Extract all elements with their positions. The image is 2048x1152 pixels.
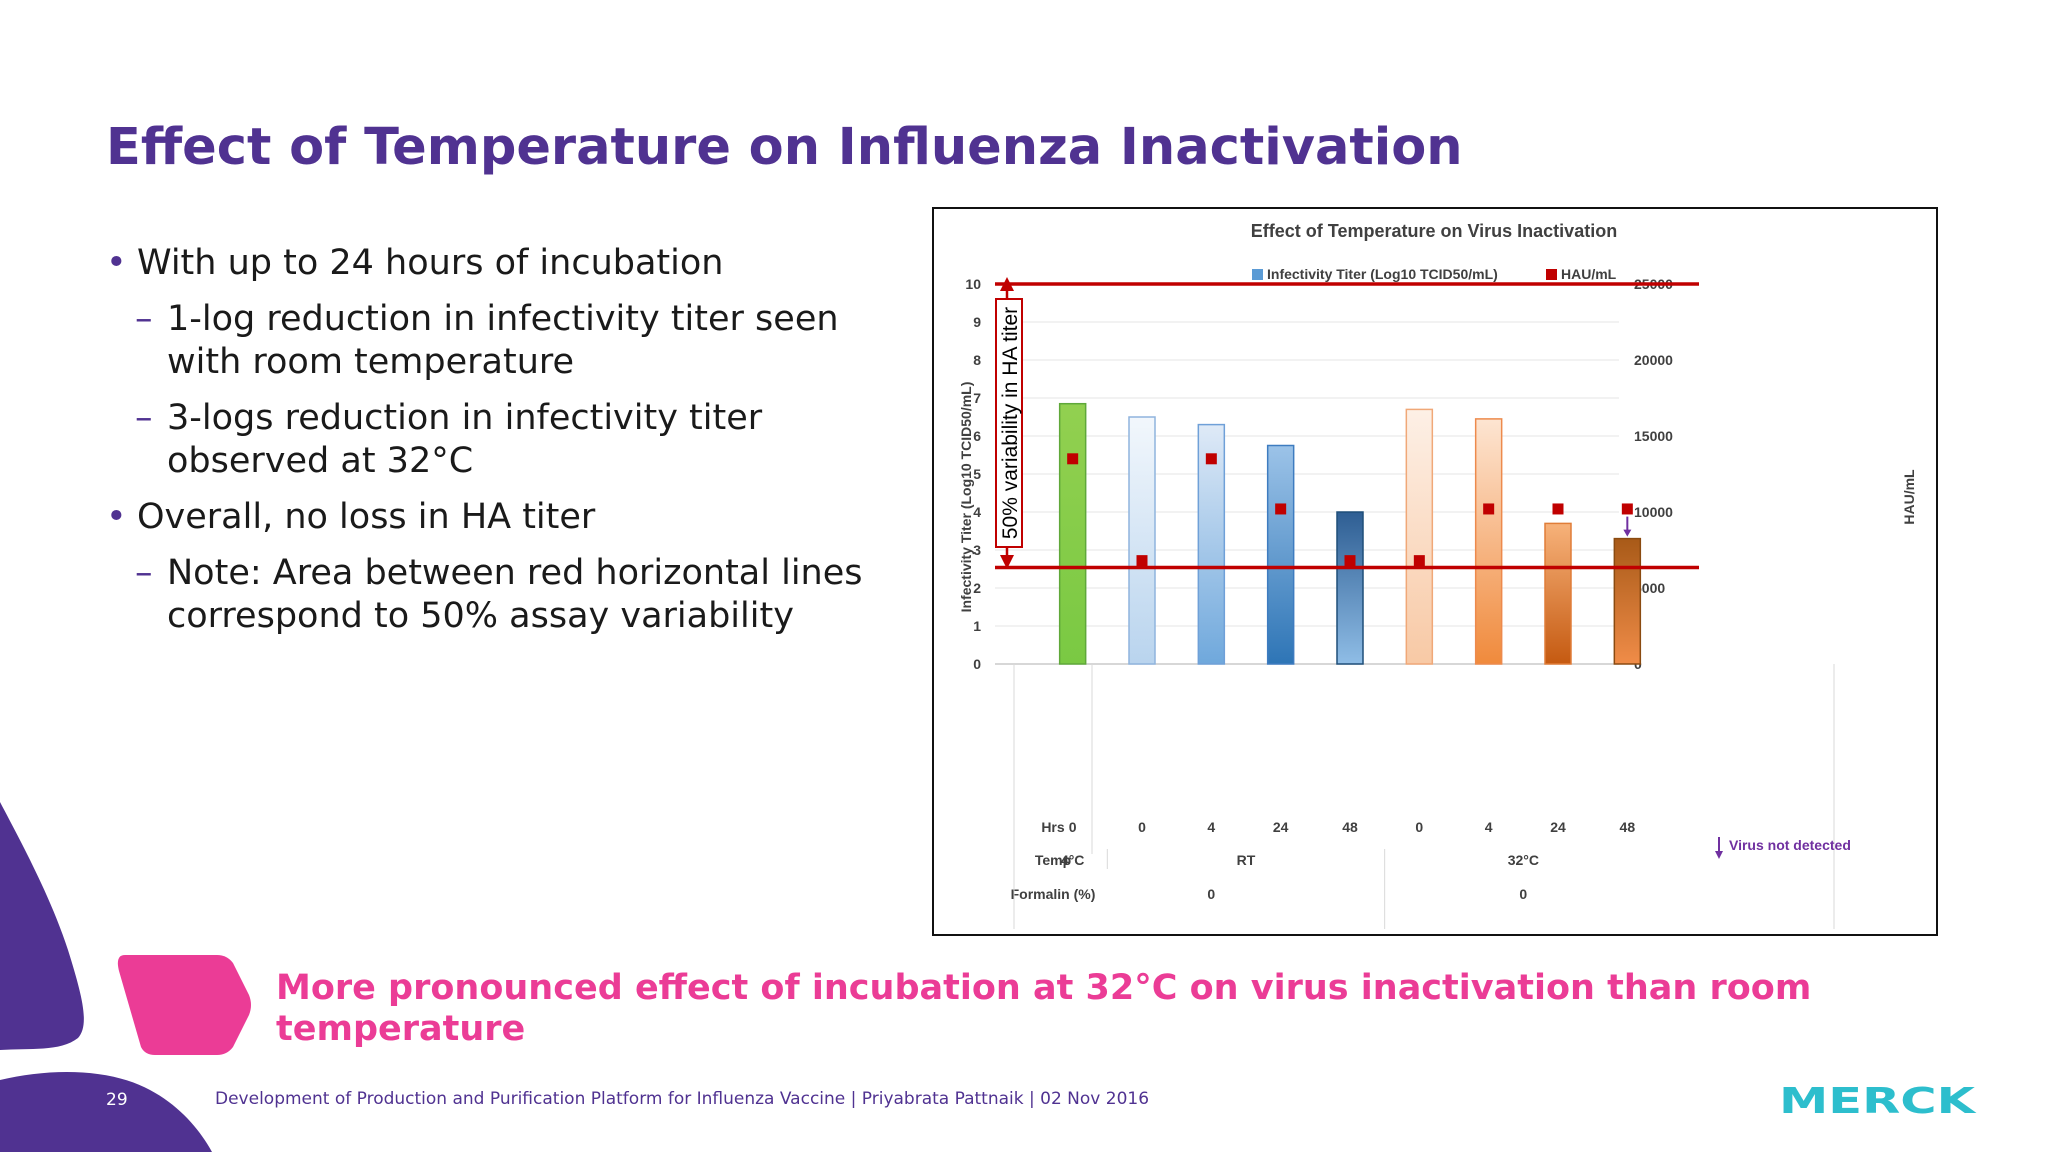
chart-title: Effect of Temperature on Virus Inactivat… (1251, 221, 1617, 241)
sub-bullet-item: 3-logs reduction in infectivity titer ob… (106, 397, 906, 483)
bullet-item: Overall, no loss in HA titer (106, 496, 906, 539)
y-tick-label: 7 (973, 390, 981, 406)
merck-logo-text: MERCK (1779, 1084, 1977, 1118)
table-hrs-label: 0 (1069, 819, 1077, 835)
table-row-label-formalin: Formalin (%) (1011, 886, 1096, 902)
y-tick-label: 3 (973, 542, 981, 558)
annotation-virus-not-detected: Virus not detected (1623, 516, 1851, 859)
table-hrs-label: 24 (1550, 819, 1566, 835)
table-hrs-label: 4 (1485, 819, 1493, 835)
table-row-label-hrs: Hrs (1041, 819, 1065, 835)
bar (1474, 418, 1503, 665)
variability-label: 50% variability in HA titer (999, 307, 1022, 539)
table-formalin-label: 0 (1207, 886, 1215, 902)
legend: Infectivity Titer (Log10 TCID50/mL) HAU/… (1252, 266, 1617, 282)
bar (1197, 423, 1226, 665)
legend-swatch-hau (1546, 269, 1557, 280)
y2-axis-label: HAU/mL (1901, 469, 1917, 525)
y-tick-label: 9 (973, 314, 981, 330)
pink-callout-shape (117, 955, 251, 1055)
y-tick-label: 4 (973, 504, 981, 520)
y-tick-label: 2 (973, 580, 981, 596)
annotation-legend-arrowhead (1715, 851, 1723, 859)
y-tick-label: 6 (973, 428, 981, 444)
table-formalin-label: 0 (1519, 886, 1527, 902)
hau-point (1205, 453, 1217, 465)
y-tick-label: 0 (973, 656, 981, 672)
sub-bullet-item: Note: Area between red horizontal lines … (106, 552, 906, 638)
hau-point (1275, 503, 1287, 515)
purple-decoration (0, 802, 212, 1152)
table-temp-label: 4°C (1061, 852, 1085, 868)
hau-point (1067, 453, 1079, 465)
purple-wave-upper (0, 802, 84, 1050)
table-hrs-label: 4 (1207, 819, 1215, 835)
merck-logo: MERCK (1779, 1084, 1977, 1118)
legend-label-infectivity: Infectivity Titer (Log10 TCID50/mL) (1267, 266, 1498, 282)
bar (1058, 402, 1087, 665)
table-hrs-label: 24 (1273, 819, 1289, 835)
variability-label-box (995, 298, 1023, 548)
hau-point (1621, 503, 1633, 515)
chart-svg: Effect of Temperature on Virus Inactivat… (958, 221, 1917, 929)
annotation-text: Virus not detected (1729, 837, 1851, 853)
table-temp-label: 32°C (1508, 852, 1539, 868)
bar (1128, 416, 1156, 665)
hau-series (1067, 453, 1633, 567)
category-table: Hrs Temp Formalin (%) 0 0 4 24 48 0 4 24 48 4°C RT… (1011, 664, 1835, 929)
y2-tick-label: 20000 (1634, 352, 1673, 368)
y-tick-label: 10 (965, 276, 981, 292)
hau-point (1483, 503, 1495, 515)
variability-indicator: 50% variability in HA titer (995, 277, 1023, 569)
sub-bullet-item: 1-log reduction in infectivity titer see… (106, 298, 906, 384)
table-row-label-temp: Temp (1035, 852, 1071, 868)
bar (1613, 537, 1642, 665)
hau-point (1552, 503, 1564, 515)
y2-tick-label: 15000 (1634, 428, 1673, 444)
bullet-list: With up to 24 hours of incubation 1-log … (106, 242, 906, 651)
table-hrs-label: 0 (1415, 819, 1423, 835)
legend-swatch-infectivity (1252, 269, 1263, 280)
table-temp-label: RT (1237, 852, 1256, 868)
hau-point (1344, 555, 1356, 567)
annotation-arrow-head (1623, 529, 1632, 537)
footer-text: Development of Production and Purificati… (215, 1089, 1150, 1109)
table-hrs-label: 48 (1342, 819, 1358, 835)
slide-title: Effect of Temperature on Influenza Inact… (106, 118, 1463, 177)
y2-tick-label: 10000 (1634, 504, 1673, 520)
y2-tick-label: 5000 (1634, 580, 1665, 596)
conclusion-text: More pronounced effect of incubation at … (276, 968, 1812, 1049)
bar (1405, 408, 1434, 665)
bar (1544, 522, 1572, 665)
y-tick-label: 1 (973, 618, 981, 634)
bullet-item: With up to 24 hours of incubation (106, 242, 906, 285)
bar (1266, 444, 1295, 665)
gridlines (995, 283, 1619, 665)
page-number: 29 (106, 1090, 128, 1110)
y-axis-label: Infectivity Titer (Log10 TCID50/mL) (958, 382, 974, 613)
hau-point (1136, 555, 1148, 567)
bar-series (1058, 402, 1642, 665)
table-hrs-label: 0 (1138, 819, 1146, 835)
reference-lines (995, 282, 1699, 570)
table-hrs-label: 48 (1620, 819, 1636, 835)
purple-wave-lower (0, 1071, 212, 1152)
legend-label-hau: HAU/mL (1561, 266, 1617, 282)
chart-frame: Effect of Temperature on Virus Inactivat… (932, 207, 1938, 936)
y-axis-ticks: 0 1 2 3 4 5 6 7 8 9 10 (965, 276, 981, 672)
bar (1336, 511, 1364, 665)
y-tick-label: 8 (973, 352, 981, 368)
hau-point (1413, 555, 1425, 567)
variability-arrow-bottom (1000, 555, 1014, 569)
y-tick-label: 5 (973, 466, 981, 482)
variability-arrow-top (1000, 277, 1014, 291)
